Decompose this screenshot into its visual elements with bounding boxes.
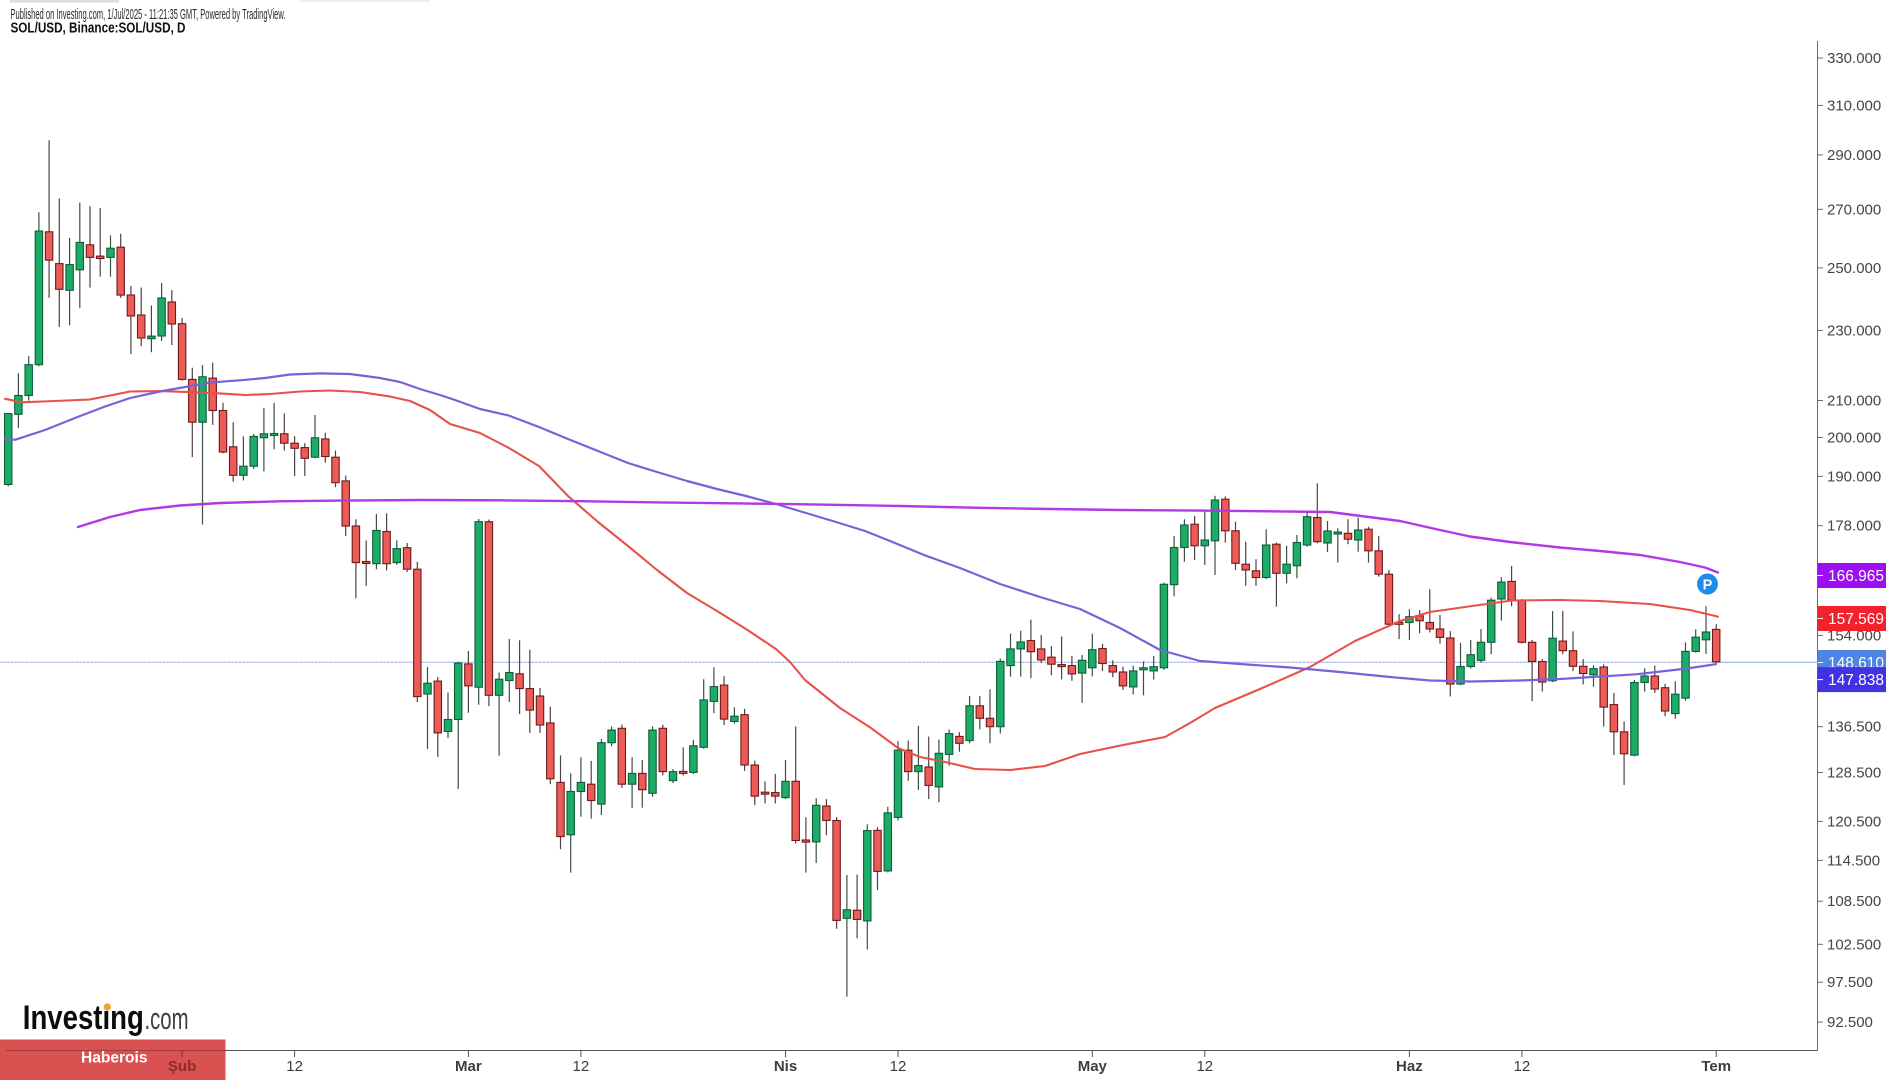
svg-text:92.500: 92.500 (1827, 1014, 1873, 1031)
svg-text:12: 12 (1196, 1058, 1213, 1075)
svg-text:136.500: 136.500 (1827, 719, 1881, 736)
svg-text:310.000: 310.000 (1827, 97, 1881, 114)
svg-text:270.000: 270.000 (1827, 201, 1881, 218)
svg-text:102.500: 102.500 (1827, 936, 1881, 953)
svg-text:166.965: 166.965 (1828, 568, 1884, 585)
svg-text:Tem: Tem (1701, 1058, 1731, 1075)
svg-text:Nis: Nis (774, 1058, 797, 1075)
svg-text:147.838: 147.838 (1828, 672, 1884, 689)
svg-text:Mar: Mar (455, 1058, 482, 1075)
svg-text:97.500: 97.500 (1827, 974, 1873, 991)
svg-text:154.000: 154.000 (1827, 627, 1881, 644)
svg-text:.com: .com (145, 1001, 189, 1036)
svg-text:P: P (1703, 578, 1713, 594)
svg-text:Şub: Şub (168, 1058, 196, 1075)
svg-text:250.000: 250.000 (1827, 260, 1881, 277)
svg-text:128.500: 128.500 (1827, 765, 1881, 782)
svg-text:Haz: Haz (1396, 1058, 1423, 1075)
svg-text:200.000: 200.000 (1827, 430, 1881, 447)
svg-text:Haberois: Haberois (81, 1050, 148, 1067)
svg-text:108.500: 108.500 (1827, 893, 1881, 910)
svg-text:Investıng: Investıng (23, 999, 144, 1037)
svg-text:12: 12 (286, 1058, 303, 1075)
svg-text:SOL/USD, Binance:SOL/USD, D: SOL/USD, Binance:SOL/USD, D (11, 21, 186, 37)
svg-text:210.000: 210.000 (1827, 393, 1881, 410)
svg-text:290.000: 290.000 (1827, 147, 1881, 164)
svg-text:190.000: 190.000 (1827, 468, 1881, 485)
svg-text:12: 12 (890, 1058, 907, 1075)
svg-text:178.000: 178.000 (1827, 518, 1881, 535)
svg-text:120.500: 120.500 (1827, 813, 1881, 830)
svg-text:114.500: 114.500 (1827, 852, 1880, 869)
svg-text:12: 12 (573, 1058, 590, 1075)
svg-text:12: 12 (1514, 1058, 1531, 1075)
svg-text:230.000: 230.000 (1827, 322, 1881, 339)
svg-text:330.000: 330.000 (1827, 50, 1881, 67)
svg-text:Published on Investing.com, 1/: Published on Investing.com, 1/Jul/2025 -… (11, 7, 286, 23)
svg-text:157.569: 157.569 (1828, 611, 1884, 628)
svg-text:May: May (1078, 1058, 1108, 1075)
